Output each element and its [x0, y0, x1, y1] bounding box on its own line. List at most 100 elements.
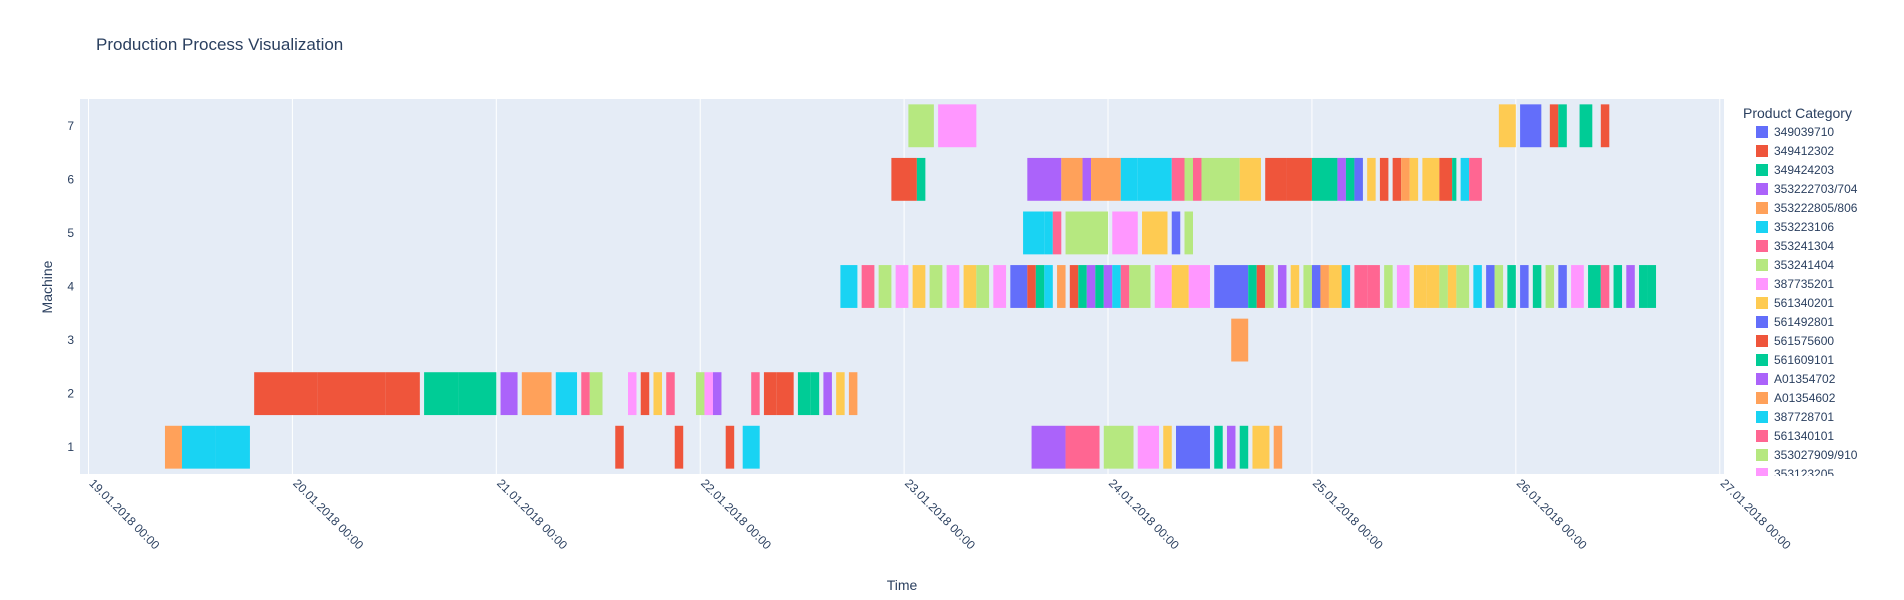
task-bar[interactable] — [1120, 157, 1138, 201]
task-bar[interactable] — [1239, 157, 1261, 201]
task-bar[interactable] — [797, 372, 811, 416]
task-bar[interactable] — [1112, 265, 1121, 308]
legend-label[interactable]: 353222805/806 — [1774, 201, 1858, 215]
task-bar[interactable] — [1273, 425, 1283, 469]
task-bar[interactable] — [1171, 265, 1189, 308]
task-bar[interactable] — [1571, 265, 1584, 308]
task-bar[interactable] — [1439, 157, 1453, 201]
task-bar[interactable] — [695, 372, 705, 416]
legend-swatch[interactable] — [1756, 126, 1768, 138]
legend-swatch[interactable] — [1756, 449, 1768, 461]
legend-label[interactable]: 353241404 — [1774, 258, 1834, 272]
task-bar[interactable] — [861, 265, 875, 308]
task-bar[interactable] — [1452, 157, 1457, 201]
legend-label[interactable]: 353223106 — [1774, 220, 1834, 234]
task-bar[interactable] — [1214, 265, 1249, 308]
task-bar[interactable] — [1256, 265, 1266, 308]
task-bar[interactable] — [181, 425, 216, 469]
task-bar[interactable] — [1639, 265, 1648, 308]
legend-label[interactable]: 353123205 — [1774, 467, 1834, 481]
task-bar[interactable] — [725, 425, 735, 469]
task-bar[interactable] — [1337, 157, 1346, 201]
task-bar[interactable] — [895, 265, 909, 308]
task-bar[interactable] — [164, 425, 182, 469]
task-bar[interactable] — [385, 372, 420, 416]
task-bar[interactable] — [1367, 265, 1380, 308]
legend-swatch[interactable] — [1756, 430, 1768, 442]
task-bar[interactable] — [1095, 265, 1104, 308]
task-bar[interactable] — [1626, 265, 1635, 308]
task-bar[interactable] — [317, 372, 386, 416]
task-bar[interactable] — [929, 265, 943, 308]
task-bar[interactable] — [810, 372, 820, 416]
task-bar[interactable] — [1401, 157, 1410, 201]
task-bar[interactable] — [1600, 265, 1610, 308]
task-bar[interactable] — [500, 372, 518, 416]
task-bar[interactable] — [1061, 157, 1083, 201]
task-bar[interactable] — [1311, 265, 1321, 308]
legend-swatch[interactable] — [1756, 202, 1768, 214]
legend-label[interactable]: 353241304 — [1774, 239, 1834, 253]
task-bar[interactable] — [1494, 265, 1504, 308]
task-bar[interactable] — [1549, 104, 1559, 148]
legend-swatch[interactable] — [1756, 411, 1768, 423]
task-bar[interactable] — [674, 425, 684, 469]
task-bar[interactable] — [424, 372, 459, 416]
task-bar[interactable] — [1154, 265, 1172, 308]
task-bar[interactable] — [1328, 265, 1342, 308]
legend-swatch[interactable] — [1756, 259, 1768, 271]
task-bar[interactable] — [640, 372, 650, 416]
task-bar[interactable] — [1498, 104, 1516, 148]
task-bar[interactable] — [1031, 425, 1066, 469]
task-bar[interactable] — [1413, 265, 1427, 308]
task-bar[interactable] — [704, 372, 713, 416]
task-bar[interactable] — [993, 265, 1007, 308]
task-bar[interactable] — [1486, 265, 1495, 308]
task-bar[interactable] — [840, 265, 858, 308]
task-bar[interactable] — [1248, 265, 1257, 308]
task-bar[interactable] — [1426, 265, 1440, 308]
task-bar[interactable] — [1384, 265, 1393, 308]
legend-swatch[interactable] — [1756, 392, 1768, 404]
task-bar[interactable] — [1303, 265, 1312, 308]
task-bar[interactable] — [1226, 425, 1236, 469]
task-bar[interactable] — [763, 372, 777, 416]
task-bar[interactable] — [1354, 157, 1363, 201]
task-bar[interactable] — [215, 425, 250, 469]
task-bar[interactable] — [1265, 157, 1287, 201]
task-bar[interactable] — [581, 372, 590, 416]
task-bar[interactable] — [1460, 157, 1470, 201]
task-bar[interactable] — [1209, 157, 1240, 201]
task-bar[interactable] — [1120, 265, 1130, 308]
task-bar[interactable] — [1171, 157, 1185, 201]
task-bar[interactable] — [555, 372, 578, 416]
task-bar[interactable] — [1456, 265, 1470, 308]
legend-swatch[interactable] — [1756, 278, 1768, 290]
task-bar[interactable] — [1422, 157, 1440, 201]
task-bar[interactable] — [848, 372, 858, 416]
task-bar[interactable] — [1286, 157, 1312, 201]
task-bar[interactable] — [666, 372, 675, 416]
task-bar[interactable] — [1439, 265, 1448, 308]
task-bar[interactable] — [1367, 157, 1376, 201]
task-bar[interactable] — [1142, 211, 1168, 255]
task-bar[interactable] — [1027, 265, 1036, 308]
task-bar[interactable] — [963, 265, 977, 308]
task-bar[interactable] — [1027, 157, 1062, 201]
legend-label[interactable]: 387728701 — [1774, 410, 1834, 424]
task-bar[interactable] — [1086, 265, 1096, 308]
task-bar[interactable] — [1112, 211, 1138, 255]
task-bar[interactable] — [1137, 157, 1172, 201]
task-bar[interactable] — [1057, 265, 1066, 308]
task-bar[interactable] — [1473, 265, 1482, 308]
task-bar[interactable] — [1023, 211, 1045, 255]
task-bar[interactable] — [1613, 265, 1623, 308]
task-bar[interactable] — [1311, 157, 1338, 201]
task-bar[interactable] — [742, 425, 760, 469]
task-bar[interactable] — [1163, 425, 1172, 469]
task-bar[interactable] — [1588, 265, 1601, 308]
task-bar[interactable] — [878, 265, 892, 308]
task-bar[interactable] — [1379, 157, 1389, 201]
task-bar[interactable] — [1532, 265, 1542, 308]
task-bar[interactable] — [836, 372, 845, 416]
